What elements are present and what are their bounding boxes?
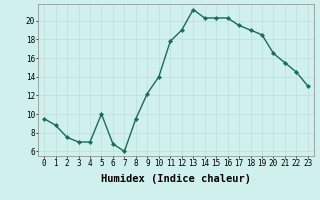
X-axis label: Humidex (Indice chaleur): Humidex (Indice chaleur)	[101, 174, 251, 184]
